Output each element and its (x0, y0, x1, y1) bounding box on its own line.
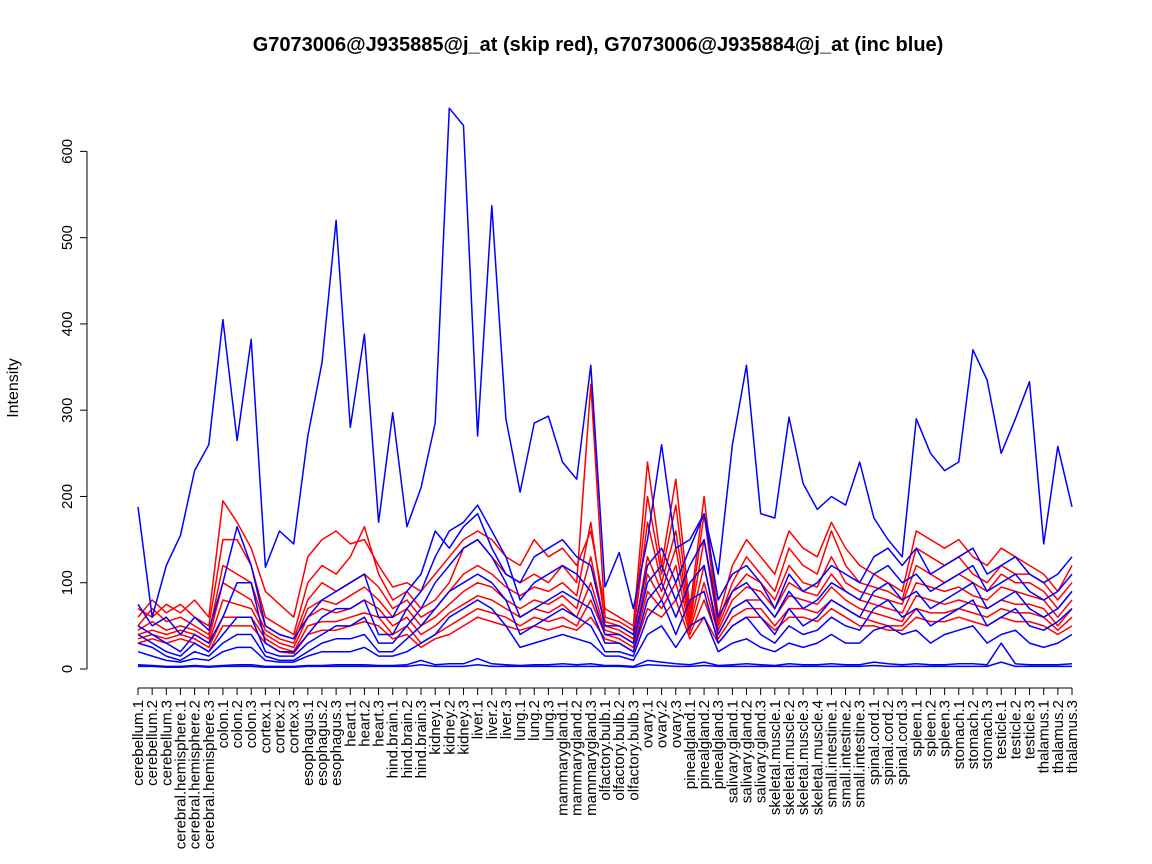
x-tick-label: lung.1 (512, 700, 529, 741)
x-tick-label: testicle.3 (1022, 700, 1039, 759)
x-tick-label: esophagus.2 (314, 700, 331, 786)
x-tick-label: ovary.2 (654, 700, 671, 748)
x-tick-label: kidney.2 (441, 700, 458, 755)
x-tick-label: spinal.cord.2 (880, 700, 897, 785)
x-tick-label: mammarygland.2 (569, 700, 586, 816)
x-tick-label: spinal.cord.1 (866, 700, 883, 785)
x-tick-label: olfactory.bulb.2 (611, 700, 628, 801)
x-tick-label: lung.2 (526, 700, 543, 741)
x-tick-label: liver.3 (498, 700, 515, 739)
chart-title: G7073006@J935885@j_at (skip red), G70730… (253, 34, 944, 56)
x-tick-label: esophagus.1 (300, 700, 317, 786)
x-tick-label: olfactory.bulb.1 (597, 700, 614, 801)
series-line (137, 599, 1073, 655)
x-tick-label: olfactory.bulb.3 (625, 700, 642, 801)
x-tick-label: heart.3 (371, 700, 388, 747)
x-tick-label: pinealgland.3 (710, 700, 727, 789)
x-tick-label: cerebral.hemisphere.3 (201, 700, 218, 849)
x-tick-label: spleen.2 (922, 700, 939, 757)
x-tick-label: cerebral.hemisphere.2 (187, 700, 204, 849)
y-tick-label: 0 (59, 665, 76, 673)
x-tick-label: thalamus.1 (1036, 700, 1053, 773)
x-tick-label: cortex.1 (257, 700, 274, 753)
x-tick-label: spinal.cord.3 (894, 700, 911, 785)
x-tick-label: salivary.gland.3 (753, 700, 770, 803)
y-tick-label: 500 (59, 225, 76, 250)
x-tick-label: cerebral.hemisphere.1 (172, 700, 189, 849)
x-tick-label: thalamus.2 (1050, 700, 1067, 773)
x-tick-label: cerebellum.1 (130, 700, 147, 786)
x-tick-label: ovary.1 (639, 700, 656, 748)
x-tick-label: stomach.2 (965, 700, 982, 769)
x-tick-label: kidney.3 (455, 700, 472, 755)
series-line (137, 642, 1073, 668)
y-tick-label: 600 (59, 139, 76, 164)
x-tick-label: skeletal.muscle.1 (767, 700, 784, 815)
x-tick-label: heart.2 (356, 700, 373, 747)
y-tick-label: 200 (59, 484, 76, 509)
x-tick-label: pinealgland.1 (682, 700, 699, 789)
x-axis: cerebellum.1cerebellum.2cerebellum.3cere… (130, 687, 1081, 849)
x-tick-label: small.intestine.2 (838, 700, 855, 808)
y-tick-label: 100 (59, 570, 76, 595)
x-tick-label: colon.2 (229, 700, 246, 748)
x-tick-label: colon.3 (243, 700, 260, 748)
x-tick-label: hind.brain.3 (413, 700, 430, 778)
x-tick-label: mammarygland.3 (583, 700, 600, 816)
x-tick-label: ovary.3 (668, 700, 685, 748)
x-tick-label: pinealgland.2 (696, 700, 713, 789)
x-tick-label: hind.brain.1 (385, 700, 402, 778)
series-line (137, 599, 1073, 663)
series-line (137, 564, 1073, 649)
x-tick-label: colon.1 (215, 700, 232, 748)
x-tick-label: small.intestine.1 (823, 700, 840, 808)
x-tick-label: cortex.2 (272, 700, 289, 753)
x-tick-label: skeletal.muscle.2 (781, 700, 798, 815)
x-tick-label: testicle.2 (1007, 700, 1024, 759)
x-tick-label: spleen.1 (908, 700, 925, 757)
x-tick-label: stomach.1 (951, 700, 968, 769)
x-tick-label: mammarygland.1 (555, 700, 572, 816)
x-tick-label: thalamus.3 (1064, 700, 1081, 773)
x-tick-label: lung.3 (540, 700, 557, 741)
x-tick-label: kidney.1 (427, 700, 444, 755)
series-group (137, 107, 1073, 669)
x-tick-label: salivary.gland.2 (739, 700, 756, 803)
x-tick-label: esophagus.3 (328, 700, 345, 786)
x-tick-label: spleen.3 (937, 700, 954, 757)
y-tick-label: 300 (59, 398, 76, 423)
series-line (137, 504, 1073, 653)
y-axis-label: Intensity (5, 358, 22, 418)
series-line (137, 461, 1073, 627)
series-line (138, 661, 1072, 669)
series-line (137, 107, 1073, 618)
x-tick-label: liver.1 (470, 700, 487, 739)
x-tick-label: cerebellum.2 (144, 700, 161, 786)
x-tick-label: testicle.1 (993, 700, 1010, 759)
x-tick-label: skeletal.muscle.4 (809, 700, 826, 815)
y-axis: 0 100 200 300 400 500 600 (59, 139, 88, 673)
series-line (137, 512, 1073, 640)
x-tick-label: stomach.3 (979, 700, 996, 769)
x-tick-label: salivary.gland.1 (724, 700, 741, 803)
x-tick-label: cerebellum.3 (158, 700, 175, 786)
x-tick-label: hind.brain.2 (399, 700, 416, 778)
series-line (137, 573, 1073, 662)
x-tick-label: heart.1 (342, 700, 359, 747)
x-tick-label: small.intestine.3 (852, 700, 869, 808)
x-tick-label: cortex.3 (286, 700, 303, 753)
series-line (137, 538, 1073, 657)
x-tick-label: skeletal.muscle.3 (795, 700, 812, 815)
x-tick-label: liver.2 (484, 700, 501, 739)
y-tick-label: 400 (59, 311, 76, 336)
series-line (137, 383, 1073, 636)
